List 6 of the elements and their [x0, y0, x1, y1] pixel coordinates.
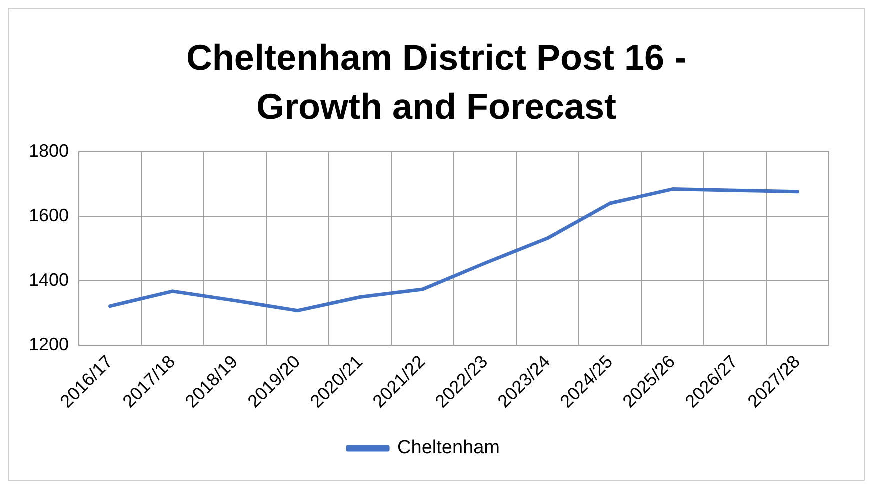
y-tick-label: 1800: [28, 140, 70, 161]
legend-label: Cheltenham: [398, 438, 500, 459]
y-tick-label: 1400: [28, 270, 70, 290]
chart-title: Cheltenham District Post 16 - Growth and Forecast: [185, 36, 688, 129]
y-tick-label: 1600: [28, 205, 70, 226]
y-tick-label: 1200: [28, 334, 70, 355]
